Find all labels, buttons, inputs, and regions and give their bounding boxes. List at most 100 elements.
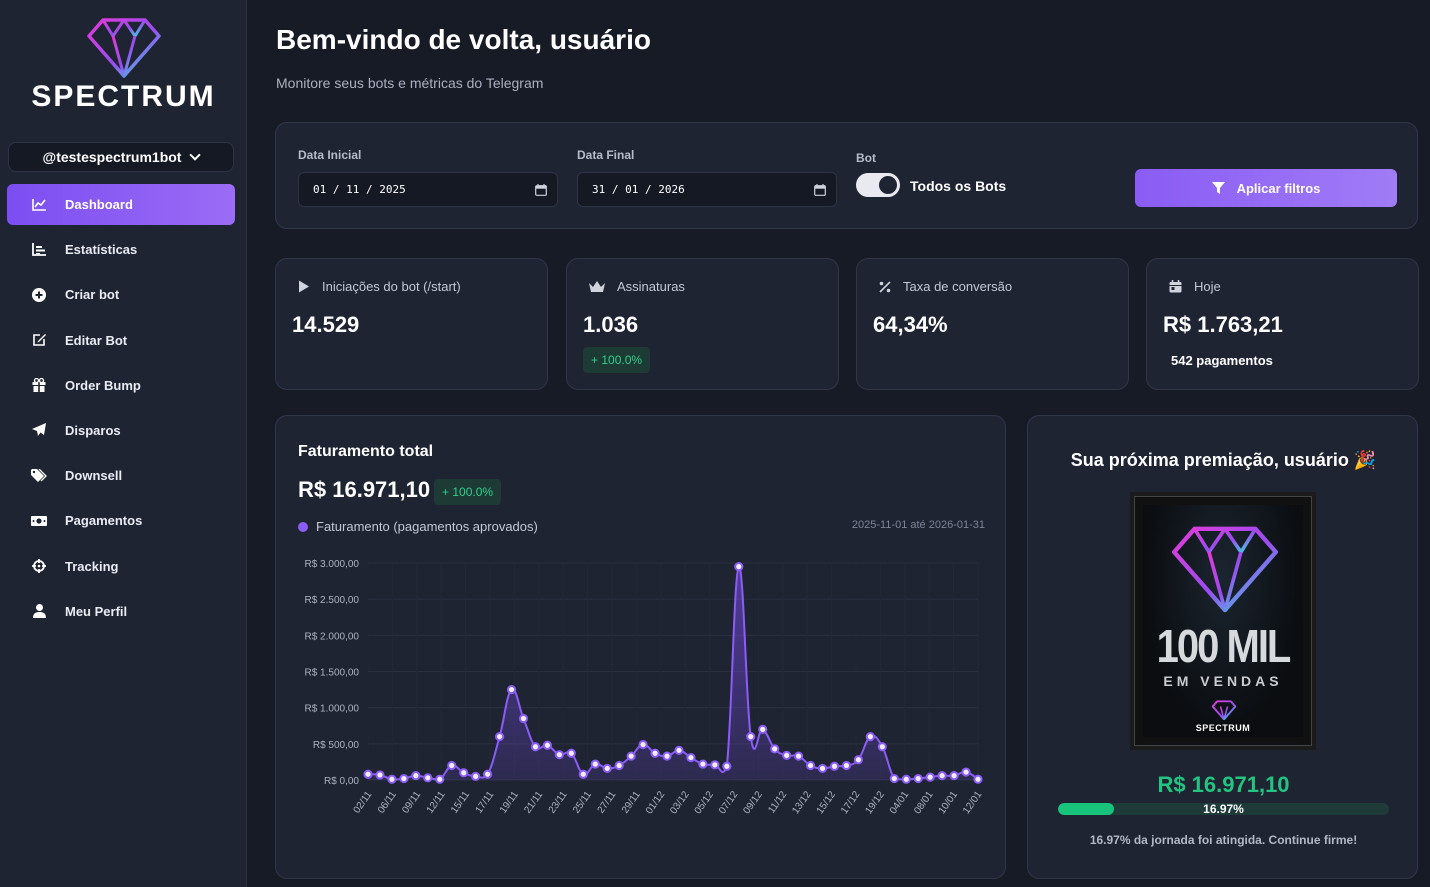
stat-value: 1.036: [583, 312, 639, 337]
x-tick-label: 06/11: [376, 789, 399, 816]
x-tick-label: 17/12: [839, 789, 863, 816]
x-tick-label: 03/12: [668, 789, 692, 816]
award-title: Sua próxima premiação, usuário 🎉: [1070, 450, 1377, 470]
stat-label: Assinaturas: [617, 279, 685, 294]
data-point: [877, 742, 887, 752]
sidebar-item-downsell[interactable]: Downsell: [7, 455, 235, 496]
calendar-icon[interactable]: [814, 183, 826, 196]
revenue-card: Faturamento total R$ 16.971,10 + 100.0% …: [275, 415, 1006, 879]
y-tick-label: R$ 1.500,00: [305, 668, 360, 679]
revenue-chart[interactable]: R$ 0,00 R$ 500,00 R$ 1.000,00 R$ 1.500,00 R$…: [276, 416, 1005, 878]
sidebar: SPECTRUM @testespectrum1bot Dashboard Es…: [0, 0, 247, 887]
bar-chart-icon: [31, 242, 47, 258]
sidebar-item-tracking[interactable]: Tracking: [7, 546, 235, 587]
data-point: [650, 748, 660, 758]
data-point: [411, 771, 421, 781]
all-bots-toggle[interactable]: [856, 173, 900, 197]
x-tick-label: 23/11: [547, 789, 570, 816]
play-icon: [299, 280, 309, 293]
brand-logo[interactable]: SPECTRUM: [0, 16, 247, 114]
page-title: Bem-vindo de volta, usuário: [276, 24, 651, 55]
data-point: [554, 750, 564, 760]
y-tick-label: R$ 3.000,00: [305, 559, 360, 570]
data-point: [841, 760, 852, 771]
legend-label: Faturamento (pagamentos aprovados): [316, 519, 538, 534]
award-progress-fill: [1058, 803, 1115, 815]
sidebar-item-pagamentos[interactable]: Pagamentos: [7, 500, 235, 541]
x-tick-label: 25/11: [571, 789, 594, 816]
data-point: [399, 773, 409, 784]
stat-card-today: Hoje R$ 1.763,21 542 pagamentos: [1146, 258, 1419, 390]
x-tick-label: 29/11: [620, 789, 643, 816]
x-tick-label: 12/01: [961, 789, 985, 816]
stat-value: 64,34%: [873, 312, 948, 337]
x-tick-label: 07/12: [717, 789, 741, 816]
sidebar-item-label: Disparos: [65, 422, 121, 438]
start-date-input[interactable]: 01 / 11 / 2025: [298, 172, 558, 207]
data-point: [817, 763, 828, 774]
x-tick-label: 19/11: [498, 789, 521, 816]
plaque-subheadline: EM VENDAS: [1163, 673, 1283, 689]
data-point: [471, 771, 481, 781]
sidebar-item-meu-perfil[interactable]: Meu Perfil: [7, 591, 235, 632]
data-point: [782, 750, 792, 761]
plus-circle-icon: [31, 287, 47, 303]
x-tick-label: 09/12: [741, 789, 765, 816]
end-date-input[interactable]: 31 / 01 / 2026: [577, 172, 837, 207]
bot-selector[interactable]: @testespectrum1bot: [8, 142, 234, 172]
crosshairs-icon: [31, 558, 47, 574]
sidebar-item-criar-bot[interactable]: Criar bot: [7, 274, 235, 315]
x-tick-label: 21/11: [522, 789, 545, 816]
data-point: [602, 763, 612, 774]
sidebar-item-editar-bot[interactable]: Editar Bot: [7, 320, 235, 361]
sidebar-item-label: Downsell: [65, 468, 123, 484]
revenue-total: R$ 16.971,10: [298, 477, 431, 502]
apply-filters-button[interactable]: Aplicar filtros: [1135, 169, 1397, 207]
user-icon: [31, 603, 47, 619]
payments-count: 542 pagamentos: [1171, 353, 1273, 368]
filter-icon: [1211, 182, 1225, 194]
sidebar-item-disparos[interactable]: Disparos: [7, 410, 235, 451]
diamond-small-icon: [1212, 700, 1236, 720]
percent-icon: [879, 280, 891, 293]
stat-label: Taxa de conversão: [903, 279, 1013, 294]
data-point: [913, 773, 923, 784]
award-note: 16.97% da jornada foi atingida. Continue…: [1089, 833, 1358, 847]
chart-legend[interactable]: Faturamento (pagamentos aprovados): [298, 519, 538, 534]
chevron-down-icon: [189, 149, 202, 161]
sidebar-nav: Dashboard Estatísticas Criar bot Editar …: [7, 184, 235, 636]
all-bots-toggle-label: Todos os Bots: [910, 178, 1007, 194]
data-point: [530, 742, 541, 752]
edit-icon: [31, 332, 47, 348]
data-point: [770, 744, 780, 754]
calendar-icon[interactable]: [535, 183, 547, 196]
sidebar-item-dashboard[interactable]: Dashboard: [7, 184, 235, 225]
data-point: [901, 774, 911, 784]
start-date-value: 01 / 11 / 2025: [313, 183, 406, 196]
tags-icon: [31, 468, 47, 484]
y-tick-label: R$ 1.000,00: [305, 704, 360, 715]
stat-card-subscriptions: Assinaturas 1.036 + 100.0%: [566, 258, 839, 390]
data-point: [925, 772, 935, 782]
sidebar-item-estatisticas[interactable]: Estatísticas: [7, 229, 235, 270]
data-point: [853, 755, 863, 765]
x-tick-label: 01/12: [644, 789, 668, 816]
x-tick-label: 10/01: [937, 789, 961, 816]
sidebar-item-label: Dashboard: [65, 197, 133, 212]
data-point: [805, 760, 816, 771]
chart-date-range: 2025-11-01 até 2026-01-31: [851, 519, 985, 531]
data-point: [889, 773, 899, 784]
data-point: [518, 713, 529, 724]
data-point: [459, 768, 469, 778]
data-point: [746, 732, 756, 742]
x-tick-label: 09/11: [400, 789, 423, 816]
x-tick-label: 11/12: [766, 789, 789, 816]
data-point: [937, 771, 947, 781]
brand-name: SPECTRUM: [31, 80, 216, 113]
x-tick-label: 13/12: [790, 789, 814, 816]
data-point: [758, 724, 768, 734]
data-point: [722, 761, 732, 771]
sidebar-item-order-bump[interactable]: Order Bump: [7, 365, 235, 406]
revenue-title: Faturamento total: [298, 443, 434, 460]
award-amount: R$ 16.971,10: [1157, 772, 1290, 797]
